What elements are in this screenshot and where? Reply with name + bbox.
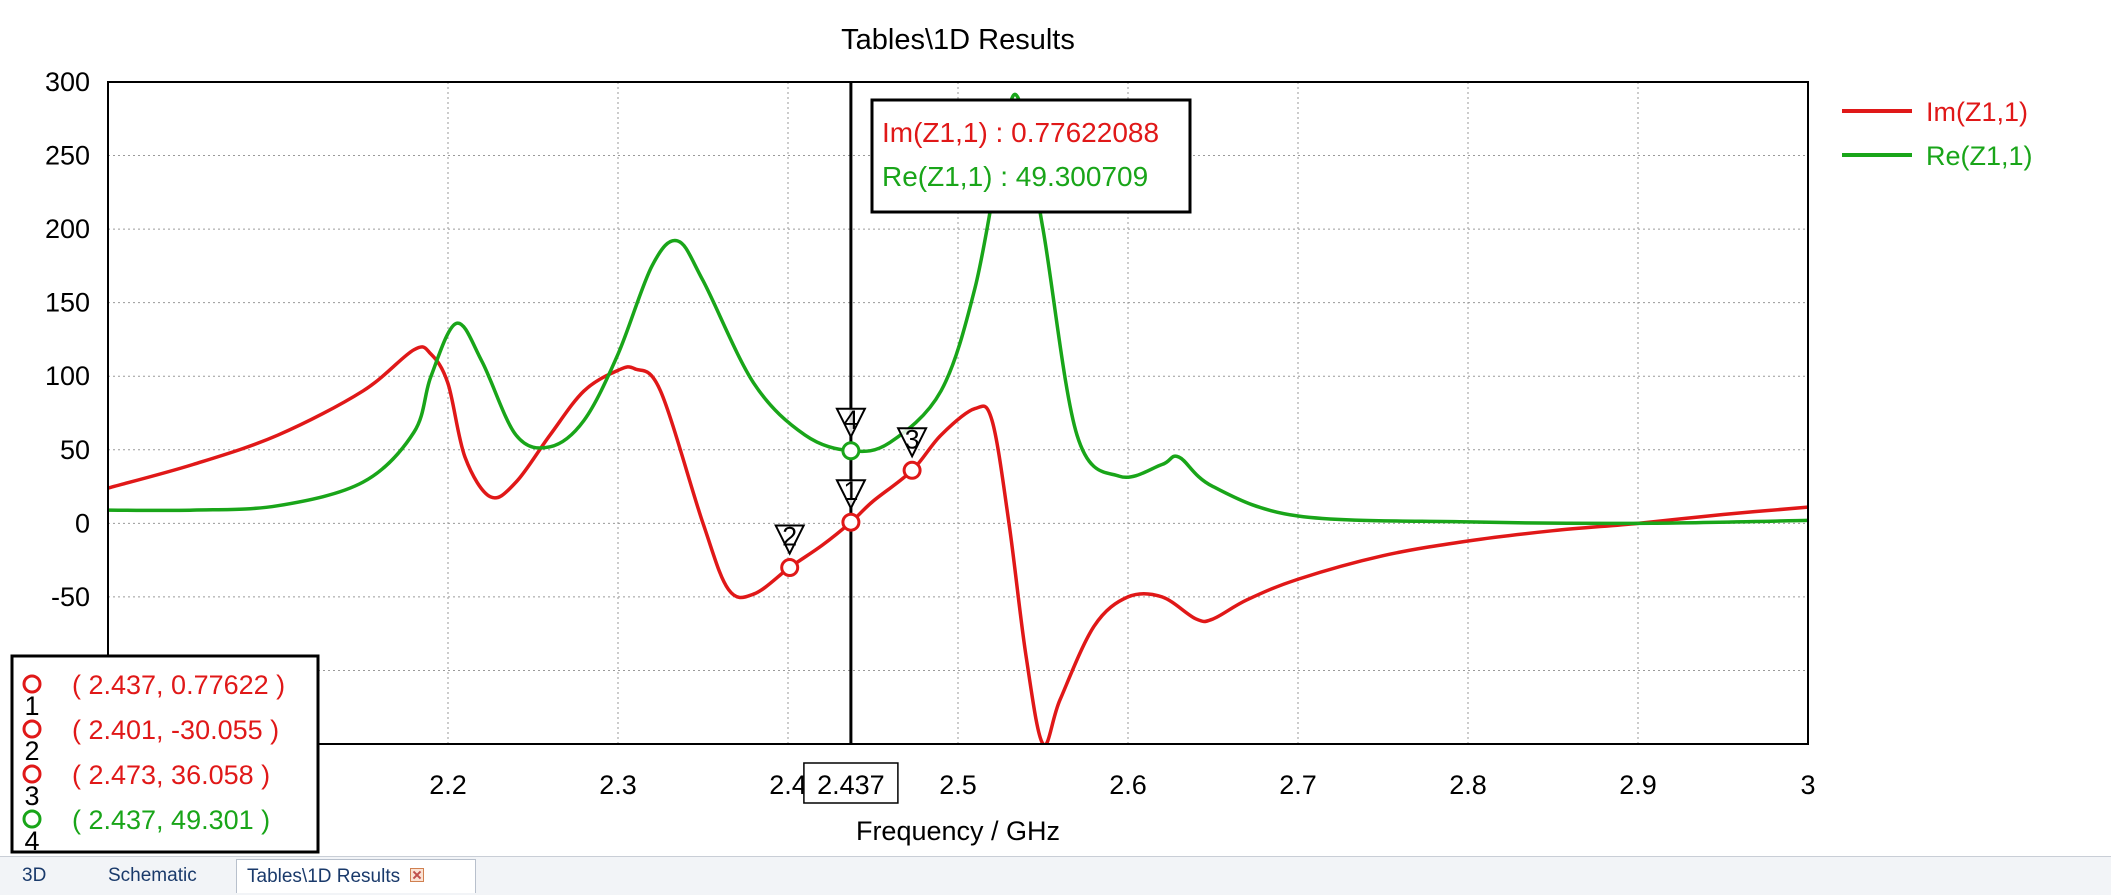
tab-3d[interactable]: 3D [22,865,47,886]
x-tick-label: 2.6 [1109,770,1147,800]
marker-2-flag-icon [774,524,806,556]
readout-line-im: Im(Z1,1) : 0.77622088 [882,117,1159,148]
tab-1d-results-label: Tables\1D Results [247,866,401,887]
x-tick-label: 2.2 [429,770,467,800]
y-tick-label: 200 [45,214,90,244]
marker-1-id: 1 [843,476,858,506]
y-tick-label: 150 [45,288,90,318]
tab-1d-results[interactable]: Tables\1D Results [236,859,476,893]
y-tick-label: 100 [45,361,90,391]
legend-label-re: Re(Z1,1) [1926,141,2033,171]
marker-2-id: 2 [782,522,797,552]
marker-3-flag-icon [896,427,928,459]
cursor-x-label-text: 2.437 [817,770,885,800]
cursor-x-label[interactable]: 2.437 [803,762,899,804]
tab-schematic[interactable]: Schematic [108,865,197,886]
plot-series [108,92,1808,745]
x-axis-title: Frequency / GHz [856,816,1060,846]
chart-title: Tables\1D Results [841,24,1075,56]
marker-table-3-value: ( 2.473, 36.058 ) [72,760,270,790]
x-tick-label: 2.9 [1619,770,1657,800]
plot-area-frame[interactable] [107,81,1809,745]
cursor-x-label-box [803,762,899,804]
marker-table-4-id: 4 [24,826,39,856]
marker-2-point[interactable] [780,558,800,578]
marker-3-point[interactable] [902,460,922,480]
marker-table-2-icon [22,719,42,739]
legend: Im(Z1,1) Re(Z1,1) [1842,97,2033,171]
marker-3-id: 3 [905,424,920,454]
marker-1-flag-icon [835,479,867,511]
marker-table-frame [10,654,320,854]
x-tick-label: 2.8 [1449,770,1487,800]
marker-1-point[interactable] [841,512,861,532]
marker-table-2-value: ( 2.401, -30.055 ) [72,715,279,745]
chart-canvas[interactable]: Tables\1D Results 300250200150100500-50 … [0,0,2111,856]
marker-4-id: 4 [843,405,858,435]
marker-layer: 1 2 3 4 [774,405,928,578]
y-tick-label: 0 [75,508,90,538]
marker-table-3-id: 3 [24,781,39,811]
readout-line-re: Re(Z1,1) : 49.300709 [882,161,1148,192]
cursor-readout-box: Im(Z1,1) : 0.77622088 Re(Z1,1) : 49.3007… [870,98,1192,214]
y-tick-label: 50 [60,435,90,465]
x-tick-label: 2.5 [939,770,977,800]
x-tick-label: 2.3 [599,770,637,800]
series-line-im[interactable] [108,345,1808,745]
marker-table-1-icon [22,674,42,694]
y-tick-label: 300 [45,67,90,97]
x-tick-label: 2.4 [769,770,807,800]
marker-4-point[interactable] [841,441,861,461]
x-axis-tick-labels: 2.2 2.3 2.4 2.5 2.6 2.7 2.8 2.9 3 [429,770,1815,800]
y-tick-label: 250 [45,141,90,171]
readout-frame [870,98,1192,214]
marker-table-4-value: ( 2.437, 49.301 ) [72,805,270,835]
x-tick-label: 3 [1800,770,1815,800]
marker-table-1-id: 1 [24,691,39,721]
y-axis-tick-labels: 300 250 200 150 100 50 0 -50 [45,67,90,612]
legend-label-im: Im(Z1,1) [1926,97,2028,127]
y-tick-label: -50 [51,582,90,612]
marker-table-4-icon [22,809,42,829]
tab-close-icon[interactable] [410,867,425,882]
marker-table-2-id: 2 [24,736,39,766]
marker-table-3-icon [22,764,42,784]
marker-table: 1 ( 2.437, 0.77622 ) 2 ( 2.401, -30.055 ) 3 (… [10,654,320,856]
series-line-re[interactable] [108,92,1808,526]
marker-4-flag-icon [835,407,867,440]
x-tick-label: 2.7 [1279,770,1317,800]
marker-table-1-value: ( 2.437, 0.77622 ) [72,670,285,700]
tab-bar: 3D Schematic Tables\1D Results [0,856,2111,895]
